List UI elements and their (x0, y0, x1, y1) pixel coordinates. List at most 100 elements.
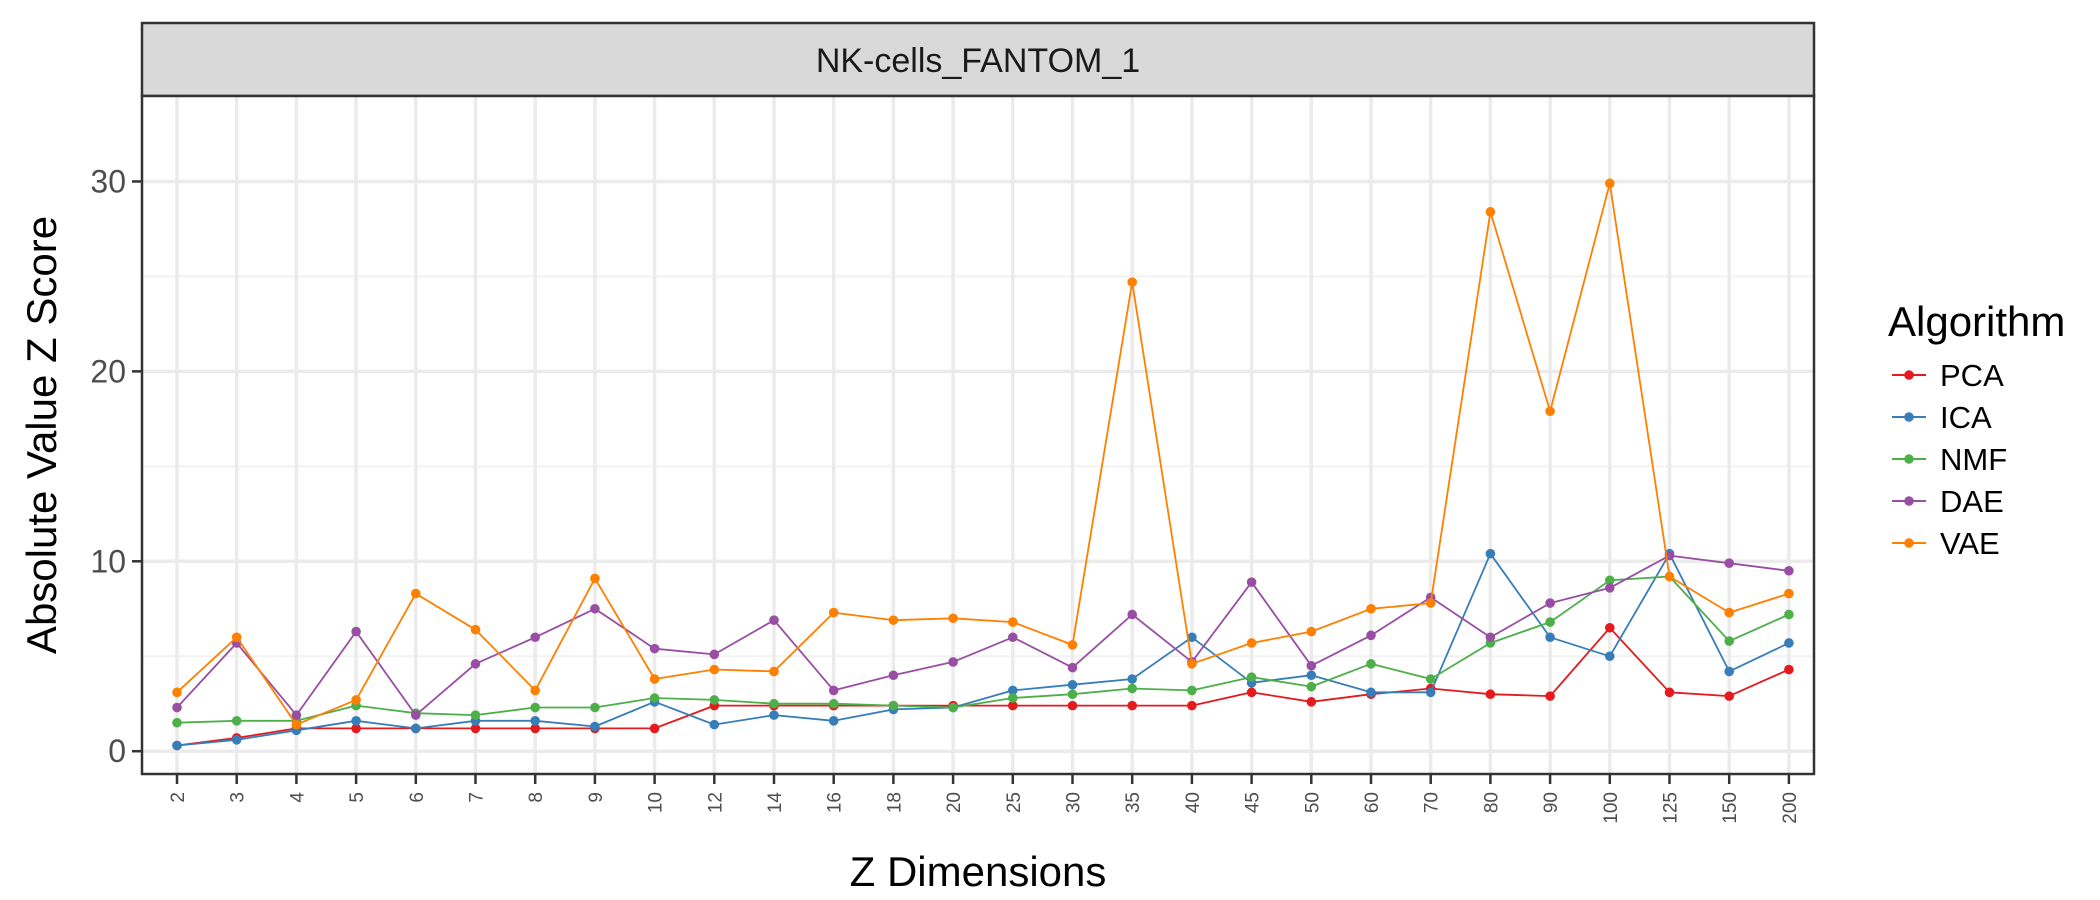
point-pca (1605, 622, 1615, 633)
x-tick-label: 30 (1064, 792, 1085, 813)
point-nmf (1008, 693, 1018, 703)
point-nmf (1187, 685, 1197, 696)
x-tick-label: 125 (1661, 792, 1682, 824)
point-ica (1127, 674, 1137, 684)
point-nmf (1127, 683, 1137, 694)
point-nmf (828, 698, 839, 709)
point-nmf (888, 700, 899, 711)
point-vae (1545, 406, 1555, 417)
plot-border (140, 94, 1816, 776)
point-nmf (709, 695, 720, 705)
point-vae (948, 613, 958, 624)
point-ica (1067, 679, 1078, 690)
point-vae (769, 666, 779, 677)
point-nmf (1784, 609, 1794, 620)
point-ica (1187, 632, 1197, 643)
point-vae (470, 624, 481, 635)
x-tick-label: 90 (1541, 792, 1562, 813)
point-nmf (1724, 636, 1734, 646)
series-line-dae (176, 554, 1790, 716)
point-dae (590, 603, 600, 614)
y-tick-label: 30 (90, 163, 126, 199)
point-ica (1784, 638, 1794, 648)
x-tick-label: 35 (1123, 792, 1144, 813)
point-vae (1127, 277, 1137, 287)
point-dae (1067, 662, 1078, 673)
point-dae (888, 670, 899, 681)
point-nmf (530, 702, 540, 713)
x-tick-label: 12 (705, 792, 726, 813)
point-ica (1306, 670, 1317, 681)
point-pca (1306, 697, 1317, 707)
point-pca (1246, 687, 1257, 698)
point-vae (1187, 659, 1197, 669)
x-tick-label: 9 (586, 792, 607, 803)
point-pca (1784, 664, 1794, 675)
legend-key-point-vae (1904, 538, 1914, 548)
x-tick-label: 8 (526, 792, 547, 803)
point-dae (769, 615, 779, 625)
point-nmf (1366, 659, 1376, 669)
point-nmf (1246, 672, 1257, 682)
point-vae (1008, 617, 1018, 627)
point-ica (1366, 687, 1376, 698)
legend-key-point-nmf (1904, 454, 1914, 464)
y-axis: 0 10 20 30 (90, 163, 142, 769)
point-ica (769, 710, 779, 720)
x-tick-label: 5 (347, 792, 368, 803)
point-vae (828, 607, 839, 618)
x-tick-label: 2 (168, 792, 189, 803)
point-nmf (649, 693, 660, 703)
point-dae (1366, 630, 1376, 641)
point-dae (709, 649, 720, 660)
legend-key-point-dae (1904, 496, 1914, 506)
legend-title: Algorithm (1888, 298, 2065, 345)
legend-label-dae: DAE (1940, 484, 2004, 519)
point-dae (1605, 583, 1615, 593)
x-tick-label: 80 (1481, 792, 1502, 813)
point-vae (590, 573, 600, 584)
series-layer (172, 178, 1794, 751)
x-tick-label: 3 (228, 792, 249, 803)
facet-title: NK-cells_FANTOM_1 (816, 42, 1140, 80)
point-dae (1724, 558, 1734, 568)
x-tick-label: 45 (1243, 792, 1264, 813)
point-vae (1425, 598, 1436, 608)
point-dae (948, 657, 958, 667)
point-dae (1306, 660, 1317, 671)
x-tick-label: 150 (1720, 792, 1741, 824)
point-pca (1724, 691, 1734, 701)
point-ica (1605, 651, 1615, 662)
legend-key-point-ica (1904, 412, 1914, 422)
point-ica (1425, 687, 1436, 698)
point-pca (1545, 691, 1555, 701)
point-vae (709, 664, 720, 675)
x-tick-label: 4 (287, 792, 308, 803)
point-ica (590, 721, 600, 732)
x-tick-label: 20 (944, 792, 965, 813)
point-dae (530, 632, 540, 643)
point-pca (530, 723, 540, 734)
y-tick-label: 0 (108, 733, 126, 769)
y-tick-label: 10 (90, 543, 126, 579)
point-ica (530, 716, 540, 726)
plot-panel (142, 96, 1814, 774)
series-line-pca (176, 626, 1790, 747)
x-axis: 2 3 4 5 6 7 8 9 10 12 14 16 18 20 25 30 35 40 45 50 60 70 80 90… (168, 774, 1801, 824)
point-vae (1664, 571, 1675, 582)
point-pca (470, 723, 481, 734)
point-ica (351, 716, 361, 726)
legend-items: PCA ICA NMF DAE VAE (1892, 358, 2007, 561)
point-ica (231, 735, 242, 745)
point-dae (411, 710, 421, 720)
point-pca (1187, 700, 1197, 711)
point-nmf (1425, 674, 1436, 684)
point-nmf (1067, 689, 1078, 700)
y-axis-title: Absolute Value Z Score (18, 216, 65, 654)
point-dae (649, 643, 660, 654)
point-vae (411, 588, 421, 599)
point-dae (1127, 609, 1137, 620)
grid-minor (142, 275, 1814, 658)
point-pca (1485, 689, 1496, 700)
